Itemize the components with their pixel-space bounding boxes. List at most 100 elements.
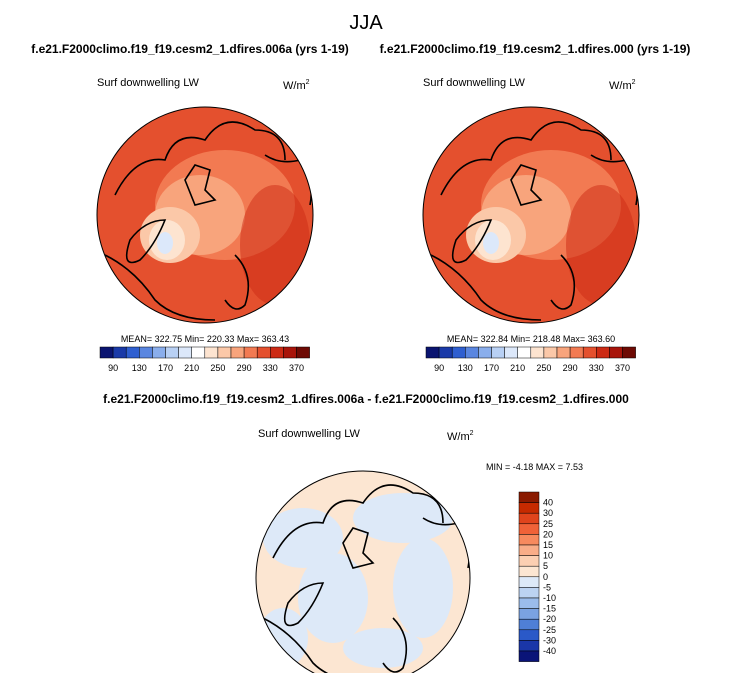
coastline	[104, 121, 313, 321]
colorbar-box	[139, 346, 153, 359]
colorbar-box	[518, 629, 540, 641]
colorbar-box	[296, 346, 310, 359]
colorbar-box	[609, 346, 623, 359]
colorbar-box	[425, 346, 440, 359]
panel-stats: MEAN= 322.84 Min= 218.48 Max= 363.60	[447, 334, 615, 344]
colorbar-label: -40	[543, 646, 556, 656]
colorbar-box	[569, 346, 584, 359]
colorbar-box	[530, 346, 545, 359]
colorbar-box	[518, 640, 540, 652]
map-region	[298, 553, 368, 643]
colorbar-box	[230, 346, 245, 359]
panel-title: f.e21.F2000climo.f19_f19.cesm2_1.dfires.…	[380, 42, 691, 56]
colorbar-label: 0	[543, 572, 548, 582]
colorbar-label: 90	[434, 363, 444, 373]
panel-title: f.e21.F2000climo.f19_f19.cesm2_1.dfires.…	[103, 392, 629, 406]
colorbar-label: 40	[543, 498, 553, 508]
panel-variable: Surf downwelling LW	[258, 428, 361, 440]
colorbar-label: -30	[543, 635, 556, 645]
map	[256, 471, 470, 678]
map	[97, 107, 313, 323]
colorbar-label: 130	[458, 363, 473, 373]
panel-variable: Surf downwelling LW	[97, 77, 200, 89]
colorbar-box	[256, 346, 271, 359]
colorbar-box	[582, 346, 597, 359]
colorbar-label: 210	[510, 363, 525, 373]
colorbar-label: 5	[543, 561, 548, 571]
panel-title: f.e21.F2000climo.f19_f19.cesm2_1.dfires.…	[31, 42, 349, 56]
colorbar-box	[596, 346, 610, 359]
colorbar-box	[543, 346, 558, 359]
colorbar-box	[283, 346, 297, 359]
map-region	[483, 232, 499, 254]
colorbar-label: 330	[263, 363, 278, 373]
colorbar-box	[438, 346, 453, 359]
colorbar-label: -20	[543, 614, 556, 624]
map-region	[157, 232, 173, 254]
units-text: W/m	[447, 431, 470, 443]
colorbar-box	[243, 346, 258, 359]
map-region	[566, 185, 636, 305]
colorbar-box	[518, 587, 540, 599]
colorbar-label: 170	[484, 363, 499, 373]
colorbar-box	[478, 346, 492, 359]
map-region	[240, 185, 310, 305]
panel-variable: Surf downwelling LW	[423, 77, 526, 89]
colorbar-box	[204, 346, 219, 359]
colorbar-label: 130	[132, 363, 147, 373]
colorbar-box	[152, 346, 166, 359]
map-border	[422, 106, 640, 324]
units-sup: 2	[470, 430, 474, 437]
colorbar-box	[217, 346, 232, 359]
colorbar-box	[518, 650, 540, 662]
panel-units: W/m2	[447, 430, 474, 443]
colorbar-box	[518, 555, 540, 567]
colorbar-box	[518, 491, 540, 503]
map-region	[258, 608, 308, 668]
colorbar-label: 30	[543, 508, 553, 518]
colorbar-box	[125, 346, 140, 359]
colorbar-label: 250	[210, 363, 225, 373]
colorbar-label: 20	[543, 529, 553, 539]
figure-title: JJA	[349, 12, 383, 34]
colorbar-box	[518, 597, 540, 609]
colorbar-label: -10	[543, 593, 556, 603]
units-sup: 2	[632, 79, 636, 86]
colorbar-label: -25	[543, 625, 556, 635]
units-text: W/m	[609, 80, 632, 92]
colorbar-box	[517, 346, 532, 359]
colorbar-label: 290	[563, 363, 578, 373]
colorbar-box	[518, 544, 540, 556]
colorbar-label: 10	[543, 551, 553, 561]
coastline	[262, 484, 470, 678]
units-sup: 2	[306, 79, 310, 86]
colorbar-box	[451, 346, 466, 359]
colorbar-label: 330	[589, 363, 604, 373]
colorbar-box	[270, 346, 284, 359]
colorbar-label: 210	[184, 363, 199, 373]
colorbar-box	[518, 565, 540, 578]
map-border	[255, 470, 471, 678]
panel-units: W/m2	[283, 79, 310, 92]
colorbar-box	[178, 346, 192, 359]
colorbar-label: 250	[536, 363, 551, 373]
colorbar-box	[165, 346, 179, 359]
colorbar-label: 170	[158, 363, 173, 373]
colorbar-label: 290	[237, 363, 252, 373]
colorbar-label: 90	[108, 363, 118, 373]
colorbar-box	[518, 523, 540, 535]
map-border	[96, 106, 314, 324]
colorbar-box	[622, 346, 636, 359]
coastline	[430, 121, 639, 321]
colorbar-box	[504, 346, 518, 359]
colorbar-label: 370	[289, 363, 304, 373]
colorbar-label: 25	[543, 519, 553, 529]
panel-stats: MIN = -4.18 MAX = 7.53	[486, 462, 583, 472]
colorbar-box	[191, 346, 206, 359]
colorbar-box	[99, 346, 114, 359]
colorbar-label: 15	[543, 540, 553, 550]
colorbar-box	[112, 346, 127, 359]
colorbar-box	[465, 346, 479, 359]
colorbar-label: -15	[543, 604, 556, 614]
